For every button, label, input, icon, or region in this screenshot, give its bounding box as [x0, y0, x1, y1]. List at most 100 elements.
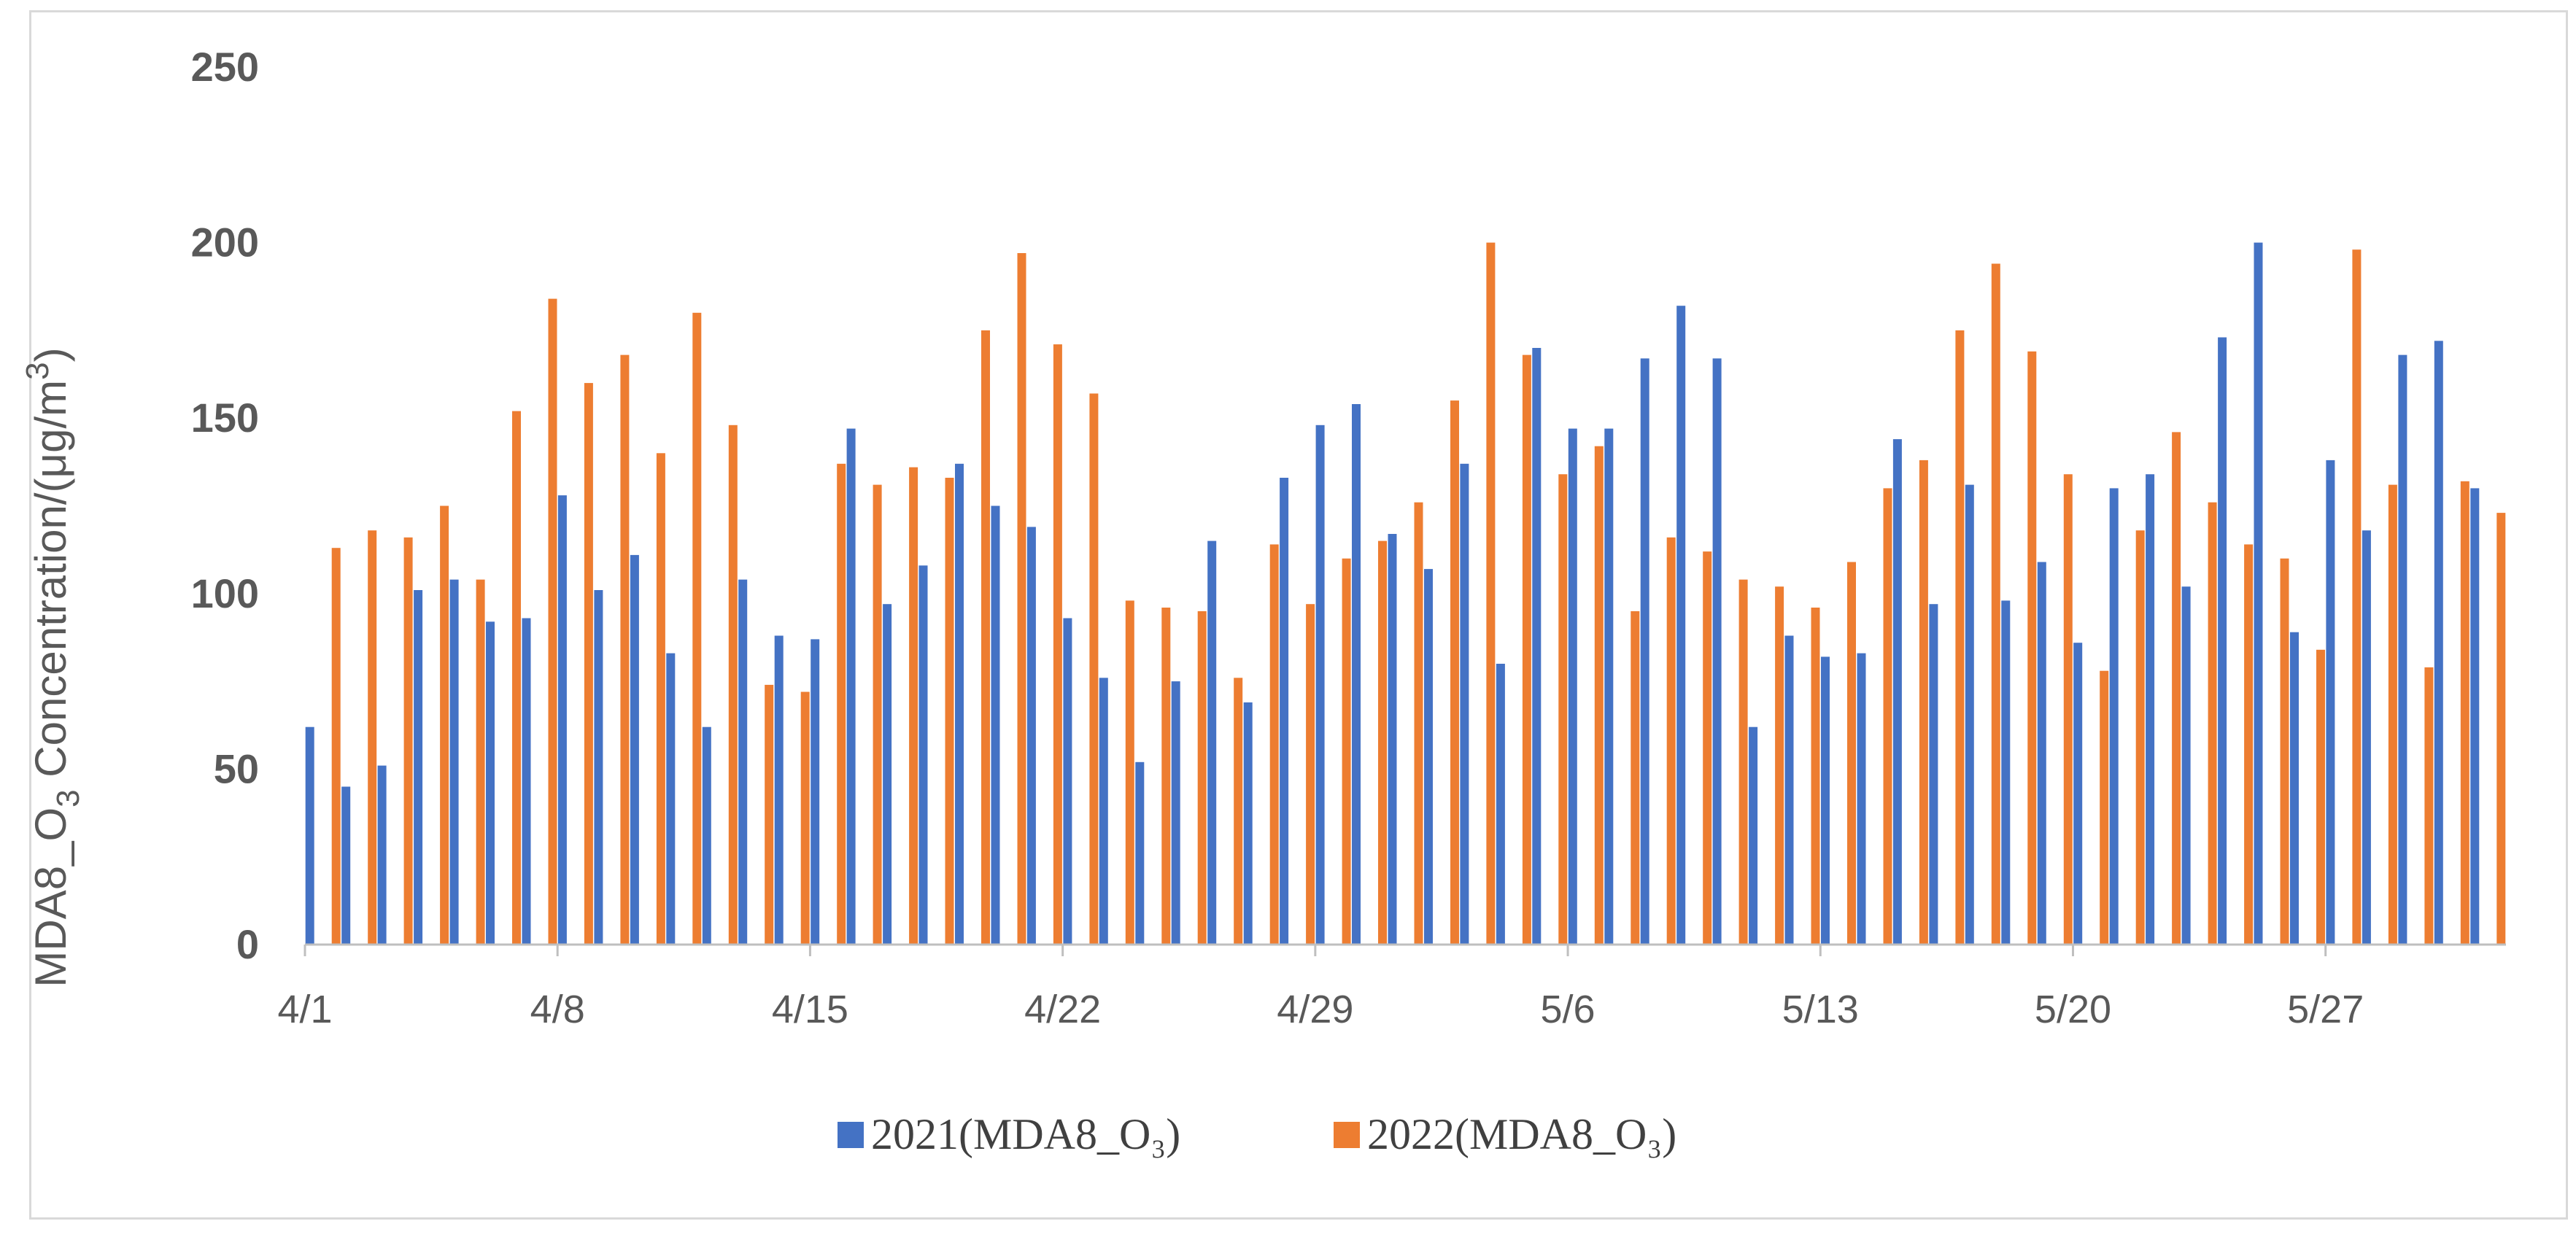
- bar-series-2: [2316, 649, 2325, 945]
- bar-series-1: [1640, 358, 1649, 945]
- bar-series-1: [811, 639, 820, 945]
- bar-series-1: [1460, 463, 1469, 945]
- bar-series-2: [1017, 253, 1026, 945]
- bar-series-1: [1712, 358, 1722, 945]
- bar-series-2: [2352, 249, 2362, 945]
- bar-series-1: [846, 428, 856, 945]
- bar-series-1: [594, 590, 603, 945]
- bar-series-2: [1991, 263, 2000, 945]
- x-tick-label: 4/8: [530, 988, 585, 1031]
- bar-series-2: [1666, 537, 1676, 945]
- bar-series-2: [1342, 558, 1351, 945]
- bar-series-1: [2434, 341, 2443, 945]
- y-tick-label: 250: [191, 44, 259, 90]
- bar-series-1: [1063, 618, 1072, 945]
- y-axis-label: MDA8_O3 Concentration/(μg/m3): [20, 347, 86, 987]
- bar-series-2: [1269, 544, 1279, 945]
- bar-series-2: [873, 484, 882, 945]
- bar-series-2: [1775, 586, 1784, 945]
- bar-series-1: [414, 590, 423, 945]
- y-tick-label: 200: [191, 220, 259, 266]
- bar-series-2: [1486, 242, 1496, 945]
- bar-series-1: [1749, 726, 1758, 945]
- bar-series-2: [403, 537, 413, 945]
- bar-series-2: [512, 411, 521, 945]
- bar-series-1: [702, 726, 711, 945]
- bar-series-1: [557, 495, 567, 945]
- bar-series-1: [1388, 534, 1397, 945]
- bar-series-2: [1450, 400, 1459, 945]
- bar-series-1: [2254, 242, 2263, 945]
- x-tick-label: 5/13: [1782, 988, 1859, 1031]
- bar-series-1: [1857, 653, 1866, 945]
- bar-series-1: [918, 565, 928, 945]
- x-tick-label: 5/6: [1541, 988, 1596, 1031]
- bar-series-2: [1089, 393, 1099, 945]
- bar-series-2: [1847, 562, 1856, 945]
- x-tick-label: 4/29: [1277, 988, 1353, 1031]
- bar-series-1: [2290, 632, 2299, 945]
- bar-series-2: [1558, 474, 1568, 945]
- bar-series-2: [2172, 432, 2181, 945]
- bar-series-2: [2100, 670, 2109, 945]
- bar-series-2: [620, 354, 630, 945]
- bar-series-1: [1352, 404, 1361, 945]
- legend-label-2: 2022(MDA8_O₃): [1367, 1110, 1676, 1158]
- x-tick-label: 5/27: [2287, 988, 2364, 1031]
- bar-series-2: [2135, 530, 2145, 945]
- bar-series-2: [1738, 579, 1748, 945]
- bar-series-1: [1026, 527, 1036, 945]
- bar-series-1: [341, 786, 351, 945]
- y-axis-ticks: 0 50 100 150 200 250: [191, 44, 259, 967]
- bar-series-1: [1135, 761, 1145, 945]
- bar-series-2: [728, 425, 738, 945]
- bar-series-1: [305, 726, 314, 945]
- bar-series-1: [1784, 635, 1794, 945]
- bar-series-1: [377, 765, 387, 945]
- bar-series-2: [2424, 667, 2434, 945]
- bar-series-1: [1676, 306, 1686, 945]
- bar-series-1: [774, 635, 784, 945]
- x-tick-label: 4/1: [277, 988, 332, 1031]
- bar-series-2: [909, 467, 918, 945]
- bar-series-2: [981, 330, 990, 945]
- bar-series-1: [1424, 569, 1433, 945]
- bar-series-1: [2181, 586, 2191, 945]
- bar-series-1: [2470, 488, 2480, 945]
- x-tick-label: 4/15: [772, 988, 848, 1031]
- bar-series-1: [1243, 702, 1253, 945]
- x-tick-label: 4/22: [1024, 988, 1101, 1031]
- bar-series-2: [1594, 446, 1604, 945]
- bar-series-1: [2218, 337, 2227, 945]
- bar-series-2: [837, 463, 846, 945]
- bar-series-1: [2073, 643, 2083, 945]
- bar-series-1: [449, 579, 459, 945]
- bar-series-1: [2001, 600, 2011, 945]
- bar-series-2: [2027, 351, 2037, 945]
- bar-series-1: [738, 579, 748, 945]
- bar-series-1: [2146, 474, 2155, 945]
- bar-series-1: [1099, 678, 1108, 945]
- bar-series-2: [1161, 608, 1171, 945]
- legend-label-1: 2021(MDA8_O₃): [871, 1110, 1180, 1158]
- bar-series-2: [1703, 551, 1712, 945]
- bar-series-2: [476, 579, 485, 945]
- bar-series-1: [666, 653, 676, 945]
- bar-series-1: [2326, 460, 2335, 945]
- bar-series-2: [2460, 481, 2469, 945]
- y-tick-label: 100: [191, 570, 259, 616]
- bar-series-2: [1631, 611, 1640, 945]
- bar-series-2: [1955, 330, 1965, 945]
- bar-series-2: [331, 548, 341, 945]
- bar-series-2: [1883, 488, 1892, 945]
- bar-series-2: [945, 478, 954, 945]
- bar-series-1: [1496, 664, 1505, 945]
- bar-series-1: [1171, 681, 1180, 945]
- bar-series-1: [486, 621, 495, 945]
- bar-series-2: [440, 505, 449, 945]
- bar-series-2: [1125, 600, 1134, 945]
- bar-series-2: [2063, 474, 2073, 945]
- bar-series-2: [800, 691, 810, 945]
- bar-series-1: [2109, 488, 2119, 945]
